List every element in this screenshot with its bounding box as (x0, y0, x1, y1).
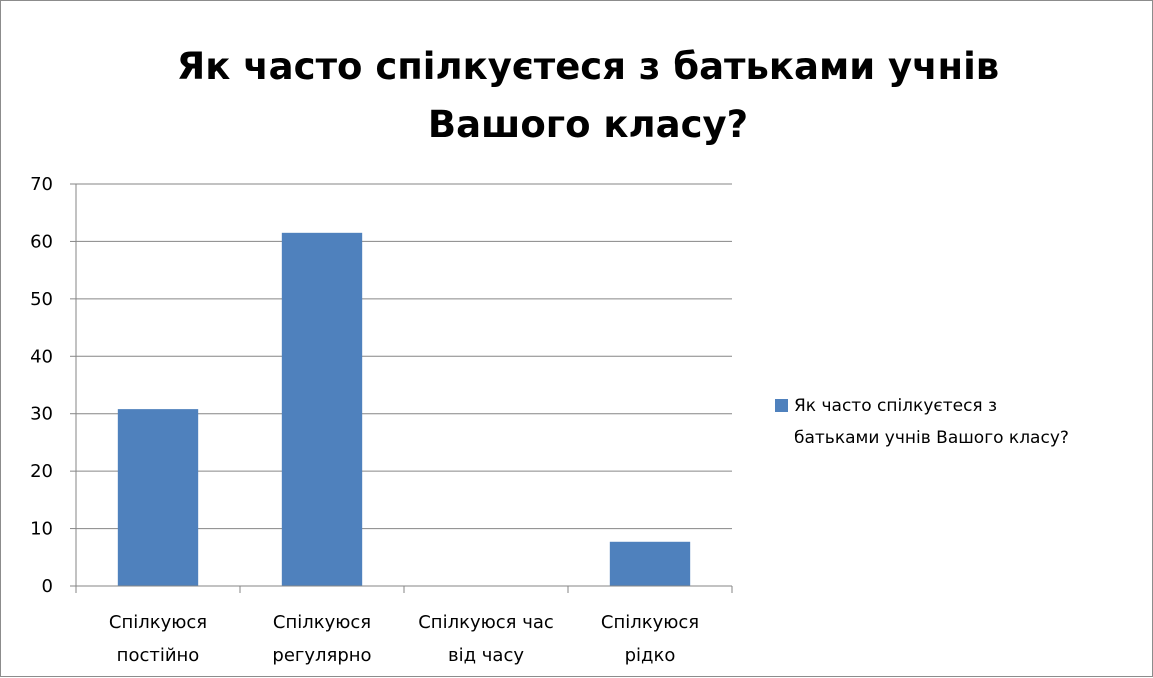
x-category-label: регулярно (272, 645, 371, 666)
y-tick-label: 30 (30, 404, 53, 425)
bars (117, 232, 691, 587)
bar (609, 541, 691, 586)
y-tick-label: 0 (42, 576, 53, 597)
x-category-label: Спілкуюся (601, 612, 699, 633)
x-category-label: рідко (625, 645, 676, 666)
x-axis-category-labels: Спілкуюся постійно Спілкуюся регулярно Спілк… (109, 612, 699, 666)
y-tick-label: 10 (30, 519, 53, 540)
y-axis-tick-labels: 0 10 20 30 40 50 60 70 (30, 174, 53, 597)
legend-label-line-2: батьками учнів Вашого класу? (794, 428, 1069, 448)
y-tick-label: 60 (30, 231, 53, 252)
bar (117, 409, 199, 586)
x-category-label: Спілкуюся час (418, 612, 554, 633)
chart-title: Як часто спілкуєтеся з батьками учнів Ва… (177, 45, 999, 146)
chart-title-line-1: Як часто спілкуєтеся з батьками учнів (177, 45, 999, 88)
legend: Як часто спілкуєтеся з батьками учнів Ва… (775, 396, 1069, 448)
legend-swatch (775, 399, 788, 412)
chart-title-line-2: Вашого класу? (428, 103, 748, 146)
x-category-label: Спілкуюся (273, 612, 371, 633)
x-category-label: постійно (117, 645, 200, 666)
y-tick-label: 40 (30, 346, 53, 367)
x-category-label: від часу (448, 645, 524, 666)
y-tick-label: 50 (30, 289, 53, 310)
bar (281, 232, 363, 587)
y-tick-label: 70 (30, 174, 53, 195)
axes (70, 183, 733, 593)
legend-label-line-1: Як часто спілкуєтеся з (794, 396, 997, 416)
y-tick-label: 20 (30, 461, 53, 482)
x-category-label: Спілкуюся (109, 612, 207, 633)
